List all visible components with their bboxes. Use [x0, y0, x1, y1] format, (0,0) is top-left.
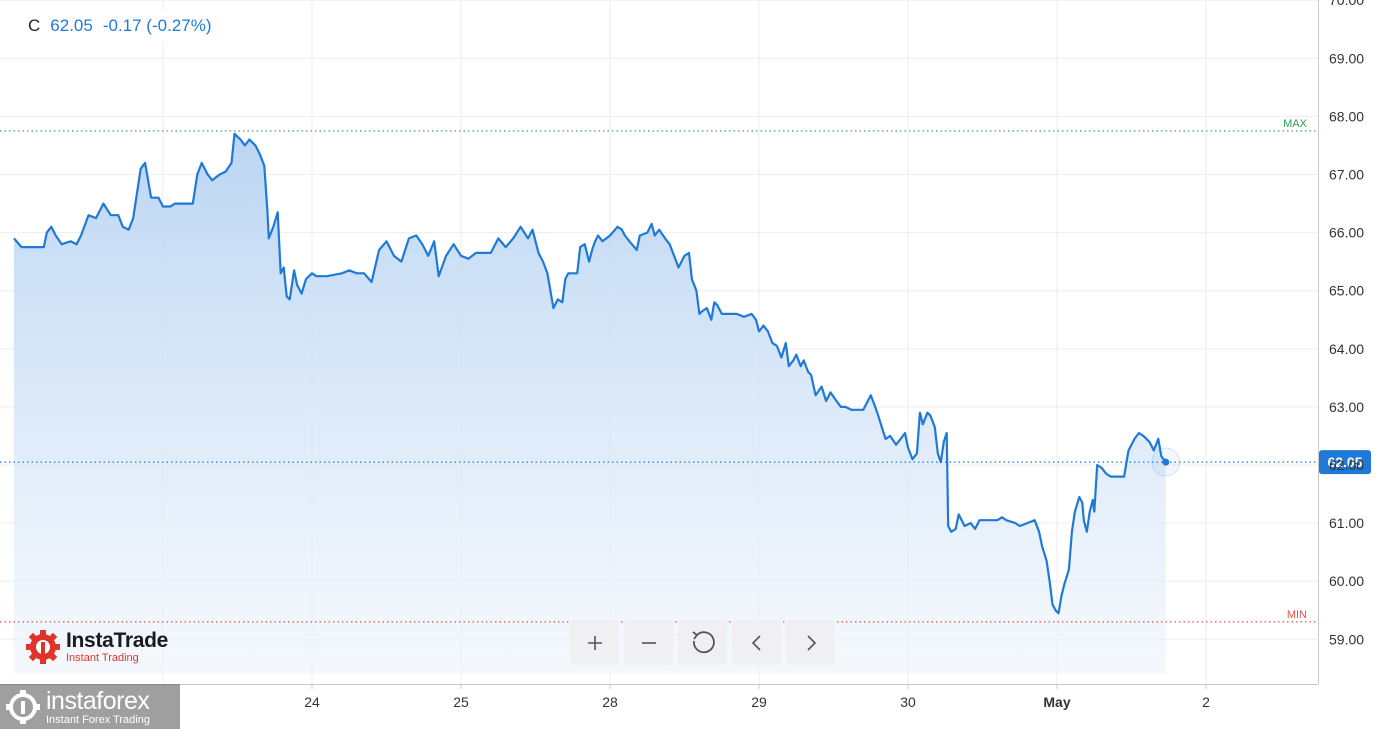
instatrade-logo: InstaTrade Instant Trading: [26, 630, 168, 664]
y-tick-label: 61.00: [1329, 515, 1364, 531]
x-tick-label: 28: [602, 694, 618, 710]
y-tick-label: 63.00: [1329, 399, 1364, 415]
y-tick-label: 67.00: [1329, 167, 1364, 183]
max-label: MAX: [1283, 118, 1308, 130]
y-tick-label: 69.00: [1329, 50, 1364, 66]
price-line: [13, 132, 1167, 615]
x-tick-label: 24: [304, 694, 320, 710]
instaforex-name: instaforex: [46, 686, 150, 715]
instaforex-tagline: Instant Forex Trading: [46, 713, 150, 726]
y-tick-label: 65.00: [1329, 283, 1364, 299]
refresh-icon: [691, 630, 715, 653]
last-price-badge-label: 62.05: [1327, 454, 1362, 470]
min-label: MIN: [1287, 609, 1307, 621]
last-price-badge: [1319, 450, 1371, 475]
instatrade-tagline: Instant Trading: [66, 652, 139, 664]
y-tick-label: 60.00: [1329, 573, 1364, 589]
price-area-fill: [14, 133, 1166, 675]
zoom-out-button[interactable]: [624, 620, 673, 665]
y-tick-label: 68.00: [1329, 108, 1364, 124]
symbol-label: C: [28, 16, 41, 35]
x-tick-label: May: [1043, 694, 1070, 710]
scroll-right-button[interactable]: [786, 620, 835, 665]
chevron-left-icon: [751, 634, 761, 651]
instaforex-gear-icon: [6, 689, 40, 724]
y-tick-label: 62.00: [1329, 457, 1364, 473]
y-tick-label: 59.00: [1329, 631, 1364, 647]
y-tick-label: 70.00: [1329, 0, 1364, 8]
last-price: 62.05: [50, 16, 93, 35]
scroll-left-button[interactable]: [732, 620, 781, 665]
instatrade-name: InstaTrade: [66, 629, 169, 652]
last-point-marker: [1162, 458, 1170, 466]
price-legend: C 62.05 -0.17 (-0.27%): [18, 10, 222, 42]
reference-lines: MAX MIN 62.05: [0, 118, 1371, 623]
x-tick-label: 30: [900, 694, 916, 710]
y-tick-label: 66.00: [1329, 225, 1364, 241]
instatrade-gear-icon: [26, 630, 60, 664]
x-tick-label: 25: [453, 694, 469, 710]
chevron-right-icon: [806, 634, 816, 651]
x-tick-label: 29: [751, 694, 767, 710]
minus-icon: [641, 641, 656, 644]
price-line-path: [13, 132, 1167, 615]
instaforex-logo: instaforex Instant Forex Trading: [0, 684, 180, 729]
zoom-in-button[interactable]: [570, 620, 619, 665]
x-axis: 24 25 28 29 30 May 2: [0, 684, 1318, 710]
y-axis: 59.00 60.00 61.00 62.00 63.00 64.00 65.00 66.00…: [1318, 0, 1364, 684]
price-area: [14, 133, 1166, 675]
y-tick-label: 64.00: [1329, 341, 1364, 357]
chart-toolbar: [570, 620, 835, 665]
reset-button[interactable]: [678, 620, 727, 665]
price-change: -0.17 (-0.27%): [102, 16, 212, 35]
x-tick-label: 2: [1202, 694, 1210, 710]
plus-icon: [587, 635, 602, 650]
